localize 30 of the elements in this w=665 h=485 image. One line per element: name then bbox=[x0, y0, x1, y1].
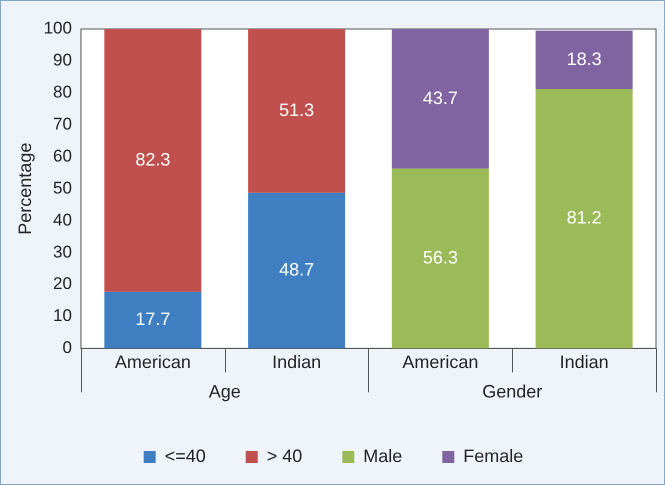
y-tick-label: 80 bbox=[53, 82, 72, 102]
text: Gender bbox=[482, 381, 542, 402]
data-label: 17.7 bbox=[135, 309, 170, 330]
y-tick-label: 0 bbox=[62, 338, 72, 358]
data-label: 51.3 bbox=[279, 100, 314, 120]
y-tick-label: 60 bbox=[53, 146, 72, 166]
legend-label: Male bbox=[363, 446, 402, 466]
y-tick-label: 70 bbox=[53, 114, 72, 134]
y-tick-label: 30 bbox=[53, 242, 72, 262]
data-label: 18.3 bbox=[566, 48, 602, 69]
data-label: 43.7 bbox=[422, 88, 458, 108]
y-tick-label: 40 bbox=[53, 210, 72, 230]
x-tick-label: Indian bbox=[272, 352, 322, 372]
data-label: 81.2 bbox=[566, 208, 602, 228]
x-tick-label: American bbox=[114, 352, 191, 372]
y-tick-label: 50 bbox=[53, 178, 72, 198]
y-axis-title: Percentage bbox=[14, 142, 35, 235]
x-tick-label: American bbox=[402, 352, 478, 372]
x-tick-label: Indian bbox=[560, 352, 609, 372]
y-tick-label: 20 bbox=[53, 274, 72, 294]
y-tick-label: 90 bbox=[53, 50, 72, 70]
data-label: 82.3 bbox=[135, 149, 170, 170]
legend-label: > 40 bbox=[266, 446, 302, 466]
legend-label: Female bbox=[463, 446, 524, 466]
y-tick-label: 100 bbox=[44, 18, 72, 38]
legend-label: <=40 bbox=[164, 446, 206, 466]
data-label: 56.3 bbox=[422, 247, 458, 268]
data-label: 48.7 bbox=[279, 260, 314, 280]
y-tick-label: 10 bbox=[53, 306, 72, 326]
text: Age bbox=[208, 381, 241, 402]
